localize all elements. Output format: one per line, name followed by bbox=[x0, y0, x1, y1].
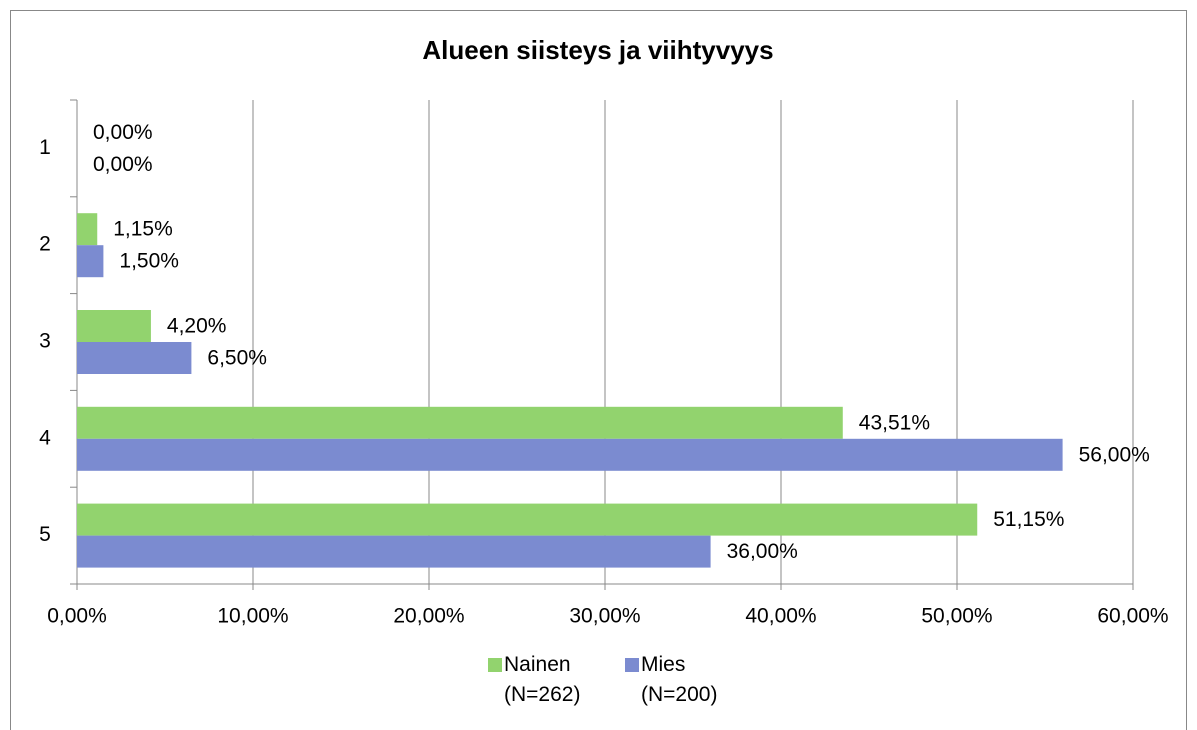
data-label: 4,20% bbox=[167, 315, 227, 338]
bar bbox=[77, 535, 711, 568]
bar bbox=[77, 310, 151, 342]
x-tick-label: 40,00% bbox=[745, 605, 816, 628]
bar bbox=[77, 406, 843, 439]
data-label: 43,51% bbox=[859, 411, 930, 434]
data-label: 1,15% bbox=[113, 218, 173, 241]
data-label: 56,00% bbox=[1079, 443, 1150, 466]
bar bbox=[77, 438, 1063, 471]
x-tick-label: 20,00% bbox=[393, 605, 464, 628]
chart-border bbox=[10, 10, 1187, 730]
chart-title: Alueen siisteys ja viihtyvyys bbox=[422, 35, 773, 65]
y-tick-label: 5 bbox=[39, 523, 51, 546]
x-tick-label: 50,00% bbox=[921, 605, 992, 628]
bar bbox=[77, 245, 104, 278]
data-label: 1,50% bbox=[119, 250, 179, 273]
x-tick-label: 60,00% bbox=[1097, 605, 1168, 628]
bar bbox=[77, 503, 978, 536]
data-label: 51,15% bbox=[993, 508, 1064, 531]
y-tick-label: 2 bbox=[39, 233, 51, 256]
bar bbox=[77, 213, 98, 246]
data-label: 36,00% bbox=[727, 540, 798, 563]
y-tick-label: 3 bbox=[39, 330, 51, 353]
legend-swatch bbox=[625, 658, 639, 672]
legend-label: Mies (N=200) bbox=[641, 653, 718, 706]
legend-swatch bbox=[488, 658, 502, 672]
data-label: 0,00% bbox=[93, 153, 153, 176]
y-tick-label: 4 bbox=[39, 426, 51, 449]
legend-item: Nainen (N=262) bbox=[504, 653, 581, 706]
x-tick-label: 0,00% bbox=[47, 605, 107, 628]
bar bbox=[77, 342, 192, 374]
data-label: 0,00% bbox=[93, 121, 153, 144]
x-tick-label: 30,00% bbox=[569, 605, 640, 628]
x-tick-label: 10,00% bbox=[217, 605, 288, 628]
legend-item: Mies (N=200) bbox=[641, 653, 718, 706]
data-label: 6,50% bbox=[207, 347, 267, 370]
legend-label: Nainen (N=262) bbox=[504, 653, 581, 706]
y-tick-label: 1 bbox=[39, 136, 51, 159]
